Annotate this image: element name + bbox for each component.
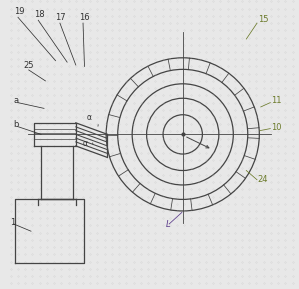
Text: 15: 15 <box>258 15 269 24</box>
Text: α: α <box>86 113 91 122</box>
Text: α: α <box>83 139 87 148</box>
Text: L: L <box>166 220 171 229</box>
Text: 16: 16 <box>79 13 89 22</box>
Text: 24: 24 <box>258 175 269 184</box>
Text: a: a <box>13 96 18 105</box>
Text: b: b <box>13 120 19 129</box>
Text: 25: 25 <box>24 61 34 70</box>
Text: 1: 1 <box>10 218 16 227</box>
Text: 10: 10 <box>271 123 281 132</box>
Text: 18: 18 <box>34 10 45 19</box>
Text: 19: 19 <box>14 7 24 16</box>
Text: 17: 17 <box>56 13 66 22</box>
Text: 11: 11 <box>271 96 281 105</box>
